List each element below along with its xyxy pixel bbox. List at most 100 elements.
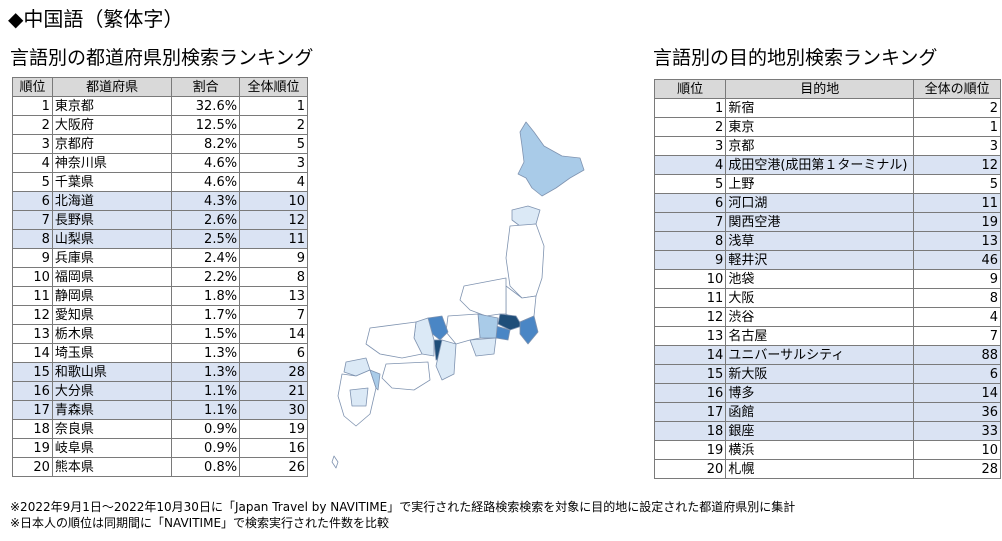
table-cell-rank: 17 (653, 402, 727, 422)
table-cell-name: 静岡県 (51, 286, 173, 306)
table-row: 3 京都 3 (653, 136, 1001, 156)
table-cell-overall: 11 (239, 229, 308, 249)
table-cell-share: 2.6% (171, 210, 241, 230)
table-cell-rank: 15 (12, 362, 53, 382)
table-cell-overall: 5 (239, 134, 308, 154)
table-cell-overall: 12 (239, 210, 308, 230)
table-cell-rank: 8 (653, 231, 727, 251)
table-cell-rank: 5 (12, 172, 53, 192)
table-row: 12 愛知県 1.7% 7 (12, 305, 308, 325)
table-cell-rank: 11 (653, 288, 727, 308)
table-cell-name: 東京 (725, 117, 915, 137)
table-cell-name: 北海道 (51, 191, 173, 211)
table-cell-overall: 6 (239, 343, 308, 363)
table-cell-name: 池袋 (725, 269, 915, 289)
table-cell-overall: 9 (239, 248, 308, 268)
table-cell-overall: 36 (913, 402, 1001, 422)
table-cell-share: 1.1% (171, 400, 241, 420)
table-cell-share: 2.4% (171, 248, 241, 268)
table-cell-rank: 17 (12, 400, 53, 420)
table-cell-overall: 11 (913, 193, 1001, 213)
table-cell-overall: 6 (913, 364, 1001, 384)
table-cell-rank: 1 (12, 96, 53, 116)
table-cell-name: 和歌山県 (51, 362, 173, 382)
table-cell-rank: 10 (653, 269, 727, 289)
table-cell-rank: 5 (653, 174, 727, 194)
table-row: 7 長野県 2.6% 12 (12, 210, 308, 230)
table-cell-share: 1.3% (171, 343, 241, 363)
table-cell-overall: 19 (239, 419, 308, 439)
table-cell-rank: 16 (12, 381, 53, 401)
table-header-row: 順位 都道府県 割合 全体順位 (12, 77, 308, 97)
table-cell-overall: 8 (913, 288, 1001, 308)
table-cell-name: 福岡県 (51, 267, 173, 287)
footnote: ※日本人の順位は同期間に「NAVITIME」で検索実行された件数を比較 (10, 516, 390, 530)
table-cell-share: 2.5% (171, 229, 241, 249)
table-cell-share: 8.2% (171, 134, 241, 154)
table-cell-rank: 12 (653, 307, 727, 327)
table-row: 18 銀座 33 (653, 421, 1001, 441)
table-row: 4 成田空港(成田第１ターミナル) 12 (653, 155, 1001, 175)
table-cell-rank: 3 (653, 136, 727, 156)
table-cell-overall: 10 (913, 440, 1001, 460)
table-cell-name: 岐阜県 (51, 438, 173, 458)
table-row: 16 大分県 1.1% 21 (12, 381, 308, 401)
destination-ranking-table: 順位 目的地 全体の順位 1 新宿 2 2 東京 1 3 京都 3 4 成田空港(成田第１ターミナル… (653, 79, 1001, 479)
table-cell-share: 1.7% (171, 305, 241, 325)
table-cell-name: 山梨県 (51, 229, 173, 249)
table-row: 8 浅草 13 (653, 231, 1001, 251)
table-cell-name: 名古屋 (725, 326, 915, 346)
table-cell-share: 2.2% (171, 267, 241, 287)
table-row: 2 東京 1 (653, 117, 1001, 137)
table-cell-name: 埼玉県 (51, 343, 173, 363)
table-cell-rank: 4 (12, 153, 53, 173)
table-cell-overall: 7 (913, 326, 1001, 346)
table-row: 18 奈良県 0.9% 19 (12, 419, 308, 439)
table-row: 13 名古屋 7 (653, 326, 1001, 346)
map-region-chugoku (365, 321, 423, 359)
table-row: 10 福岡県 2.2% 8 (12, 267, 308, 287)
table-cell-share: 12.5% (171, 115, 241, 135)
table-row: 5 上野 5 (653, 174, 1001, 194)
map-region-okinawa (331, 455, 339, 469)
table-cell-name: 大阪府 (51, 115, 173, 135)
table-cell-overall: 9 (913, 269, 1001, 289)
table-cell-rank: 18 (653, 421, 727, 441)
map-region-oita (369, 369, 381, 391)
table-cell-rank: 2 (653, 117, 727, 137)
table-cell-name: 長野県 (51, 210, 173, 230)
table-row: 7 関西空港 19 (653, 212, 1001, 232)
table-cell-overall: 88 (913, 345, 1001, 365)
table-cell-rank: 8 (12, 229, 53, 249)
table-cell-name: 大分県 (51, 381, 173, 401)
map-region-kumamoto (349, 387, 369, 407)
table-cell-name: ユニバーサルシティ (725, 345, 915, 365)
table-cell-name: 新宿 (725, 98, 915, 118)
table-row: 19 岐阜県 0.9% 16 (12, 438, 308, 458)
table-cell-name: 愛知県 (51, 305, 173, 325)
table-cell-name: 横浜 (725, 440, 915, 460)
table-cell-rank: 19 (653, 440, 727, 460)
map-region-shikoku (381, 361, 431, 391)
table-cell-rank: 11 (12, 286, 53, 306)
table-cell-rank: 7 (12, 210, 53, 230)
table-row: 11 大阪 8 (653, 288, 1001, 308)
table-cell-overall: 19 (913, 212, 1001, 232)
column-header: 順位 (12, 77, 53, 97)
table-cell-name: 渋谷 (725, 307, 915, 327)
column-header: 都道府県 (51, 77, 173, 97)
table-row: 8 山梨県 2.5% 11 (12, 229, 308, 249)
table-cell-rank: 6 (653, 193, 727, 213)
column-header: 順位 (653, 79, 727, 99)
table-cell-rank: 19 (12, 438, 53, 458)
map-region-kinki-south (435, 339, 457, 381)
table-row: 12 渋谷 4 (653, 307, 1001, 327)
table-cell-overall: 4 (239, 172, 308, 192)
table-cell-rank: 20 (12, 457, 53, 477)
table-cell-name: 東京都 (51, 96, 173, 116)
table-cell-overall: 14 (913, 383, 1001, 403)
table-cell-overall: 21 (239, 381, 308, 401)
map-region-tokyo (497, 313, 523, 331)
table-cell-rank: 3 (12, 134, 53, 154)
table-cell-name: 兵庫県 (51, 248, 173, 268)
